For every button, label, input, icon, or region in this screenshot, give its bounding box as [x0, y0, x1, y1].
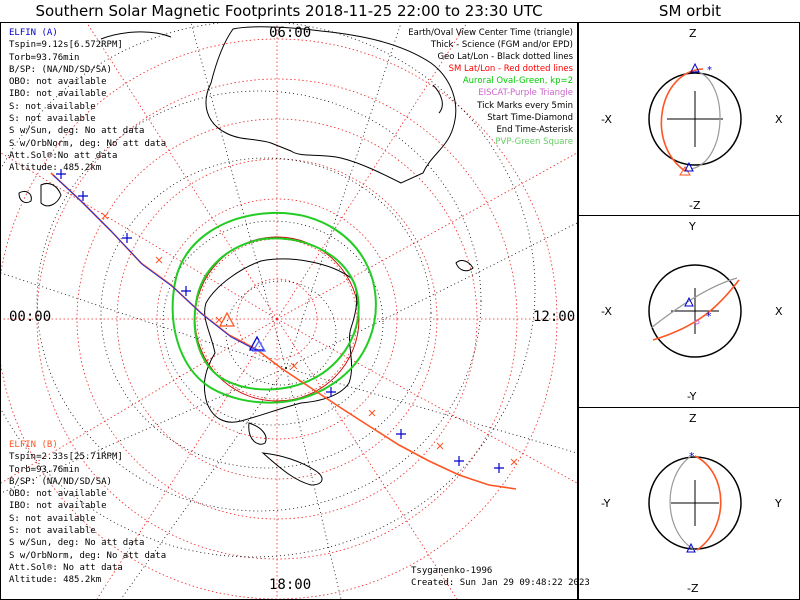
elfin-b-line: Tspin=2.33s[25.71RPM] — [9, 452, 123, 463]
svg-text:*: * — [707, 65, 712, 76]
legend: Earth/Oval View Center Time (triangle) T… — [408, 27, 573, 148]
legend-item: Geo Lat/Lon - Black dotted lines — [437, 52, 573, 63]
mlt-label-top: 06:00 — [269, 25, 312, 41]
footprint-map-panel: 06:00 00:00 12:00 18:00 ELFIN (A) Tspin=… — [0, 22, 590, 600]
axis-label-right: X — [775, 113, 783, 126]
legend-item: PVP-Green Square — [495, 136, 573, 147]
elfin-b-tick-marks — [101, 212, 518, 466]
elfin-b-line: Altitude: 485.2km — [9, 575, 102, 586]
axis-label-left: -X — [601, 305, 612, 318]
sm-lon-spokes — [1, 23, 577, 599]
elfin-a-line: S w/Sun, deg: No att data — [9, 126, 145, 137]
axis-label-top: Z — [689, 27, 697, 40]
axis-label-left: -Y — [601, 497, 611, 510]
elfin-a-line: OBO: not available — [9, 77, 107, 88]
axis-label-bottom: -Z — [687, 582, 699, 595]
elfin-a-name: ELFIN (A) — [9, 28, 58, 38]
elfin-a-track — [52, 174, 259, 352]
elfin-a-line: Tspin=9.12s[6.572RPM] — [9, 40, 123, 51]
footer: Tsyganenko-1996 Created: Sun Jan 29 09:4… — [411, 565, 590, 589]
orbit-panel-yz: * Z -Z -Y Y — [578, 407, 800, 600]
elfin-b-info: ELFIN (B) Tspin=2.33s[25.71RPM] Torb=93.… — [9, 439, 166, 587]
axis-label-top: Y — [688, 220, 696, 233]
axis-label-left: -X — [601, 113, 612, 126]
orbit-plot-yz: * Z -Z -Y Y — [601, 412, 782, 595]
legend-item: Start Time-Diamond — [487, 112, 573, 123]
elfin-b-line: S: not available — [9, 526, 96, 537]
axis-label-bottom: -Z — [689, 199, 701, 212]
orbit-title: SM orbit — [658, 2, 722, 20]
mlt-label-bottom: 18:00 — [269, 577, 312, 593]
elfin-b-line: IBO: not available — [9, 501, 107, 512]
mlt-label-left: 00:00 — [9, 309, 52, 325]
legend-item: End Time-Asterisk — [496, 124, 573, 135]
footprint-map — [1, 23, 577, 599]
axis-label-top: Z — [689, 412, 697, 425]
elfin-b-line: B/SP: (NA/ND/SD/SA) — [9, 476, 112, 487]
mlt-label-right: 12:00 — [533, 309, 576, 325]
elfin-b-line: Torb=93.76min — [9, 464, 80, 475]
axis-label-bottom: -Y — [687, 390, 697, 403]
orbit-plot-xz: * Z -Z -X X — [601, 27, 783, 212]
elfin-b-line: S w/Sun, deg: No att data — [9, 538, 145, 549]
elfin-a-line: Torb=93.76min — [9, 52, 80, 63]
footer-author: Tsyganenko-1996 — [411, 566, 493, 576]
elfin-b-line: S w/OrbNorm, deg: No att data — [9, 550, 167, 561]
orbit-panel-xz: * Z -Z -X X — [578, 22, 800, 216]
elfin-a-line: B/SP: (NA/ND/SD/SA) — [9, 64, 112, 75]
footer-created: Created: Sun Jan 29 09:48:22 2023 — [411, 578, 590, 588]
elfin-a-line: Att.Sol®:No att data — [9, 150, 118, 161]
plot-title: Southern Solar Magnetic Footprints 2018-… — [35, 2, 543, 20]
axis-label-right: X — [775, 305, 783, 318]
elfin-b-line: Att.Sol®: No att data — [9, 562, 123, 573]
legend-item: EISCAT-Purple Triangle — [478, 88, 573, 99]
elfin-b-name: ELFIN (B) — [9, 440, 58, 450]
view-center-triangles — [218, 311, 267, 352]
legend-item: Tick Marks every 5min — [477, 100, 573, 111]
axis-label-right: Y — [774, 497, 782, 510]
auroral-oval — [171, 211, 377, 404]
orbit-plot-xy: * Y -Y -X X — [601, 220, 783, 403]
elfin-b-line: OBO: not available — [9, 489, 107, 500]
svg-text:*: * — [706, 310, 712, 323]
geo-lon-spokes — [1, 23, 577, 599]
elfin-a-tick-marks — [56, 169, 504, 473]
elfin-a-line: IBO: not available — [9, 89, 107, 100]
elfin-a-line: S: not available — [9, 101, 96, 112]
legend-item: Auroral Oval-Green, kp=2 — [462, 76, 573, 87]
legend-item: Earth/Oval View Center Time (triangle) — [408, 28, 573, 38]
orbit-panel-xy: * Y -Y -X X — [578, 215, 800, 408]
legend-item: Thick - Science (FGM and/or EPD) — [430, 40, 573, 51]
elfin-b-line: S: not available — [9, 513, 96, 524]
elfin-a-info: ELFIN (A) Tspin=9.12s[6.572RPM] Torb=93.… — [9, 27, 166, 175]
geo-lat-rings — [1, 23, 536, 558]
elfin-a-line: S: not available — [9, 114, 96, 125]
legend-item: SM Lat/Lon - Red dotted lines — [448, 64, 573, 75]
elfin-a-line: Altitude: 485.2km — [9, 163, 102, 174]
svg-text:*: * — [689, 450, 695, 463]
elfin-a-line: S w/OrbNorm, deg: No att data — [9, 138, 167, 149]
